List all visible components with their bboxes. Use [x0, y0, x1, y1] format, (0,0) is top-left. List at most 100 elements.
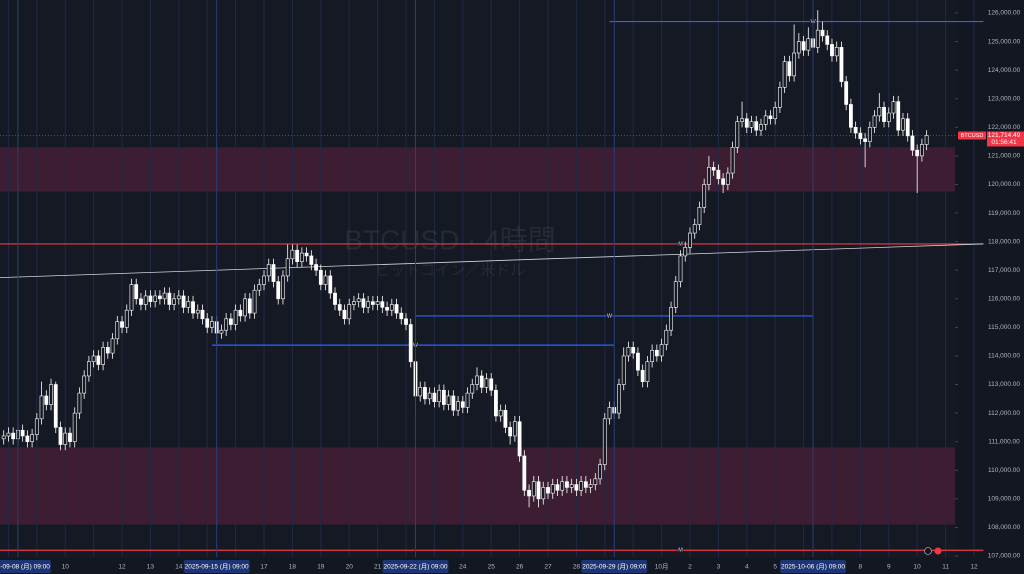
candle-body	[456, 401, 460, 411]
candle-body	[157, 295, 162, 300]
candle-body	[11, 432, 16, 440]
candle-body	[238, 309, 243, 317]
x-tick-label: 5	[773, 564, 777, 571]
candle-body	[408, 324, 413, 362]
x-tick-label: 4	[745, 564, 749, 571]
candle-body	[195, 309, 200, 314]
x-tick-label: 18	[289, 564, 297, 571]
candle-body	[290, 249, 295, 260]
candle-body	[68, 432, 72, 442]
candle-body	[460, 401, 465, 408]
candle-body	[44, 395, 49, 405]
candle-body	[593, 478, 598, 485]
candle-body	[172, 298, 176, 305]
y-tick-label: 107,000.00	[988, 553, 1021, 560]
candle-body	[53, 384, 58, 428]
candle-body	[924, 135, 929, 145]
candle-body	[243, 298, 247, 317]
candle-body	[877, 107, 882, 117]
candle-body	[86, 361, 91, 377]
candle-body	[617, 384, 621, 414]
candle-body	[806, 38, 811, 51]
candle-body	[650, 349, 655, 362]
candle-body	[30, 434, 34, 442]
x-tick-label: 27	[544, 564, 552, 571]
y-tick-label: 114,000.00	[988, 353, 1020, 360]
y-tick-label: 125,000.00	[988, 38, 1021, 45]
candle-body	[569, 484, 574, 488]
candle-body	[640, 369, 645, 382]
candle-body	[697, 207, 702, 225]
candle-body	[768, 115, 773, 120]
candle-body	[380, 301, 385, 308]
candle-body	[176, 295, 181, 300]
candle-body	[6, 432, 11, 437]
candle-body	[915, 149, 920, 157]
level-label: W	[607, 313, 613, 319]
candle-body	[574, 484, 579, 491]
candle-body	[844, 81, 849, 105]
candle-body	[546, 487, 550, 494]
candle-body	[839, 46, 844, 82]
y-tick-label: 117,000.00	[988, 267, 1020, 274]
time-label-box	[581, 560, 648, 573]
candle-body	[25, 435, 30, 442]
candle-body	[683, 247, 688, 257]
y-tick-label: 110,000.00	[988, 467, 1020, 474]
candle-body	[896, 101, 901, 131]
icon	[934, 547, 942, 555]
candle-body	[271, 264, 276, 282]
candle-body	[669, 307, 673, 331]
candle-body	[749, 121, 754, 128]
y-tick-label: 115,000.00	[988, 324, 1020, 331]
x-tick-label: 2025-09-08 (月) 09:00	[0, 563, 50, 571]
candle-body	[328, 275, 333, 294]
y-tick-label: 126,000.00	[988, 10, 1021, 17]
candle-body	[262, 275, 266, 285]
candle-body	[583, 481, 588, 488]
x-tick-label: 19	[317, 564, 325, 571]
candle-body	[276, 281, 281, 300]
candle-body	[266, 264, 271, 277]
candle-body	[550, 484, 555, 494]
candle-body	[361, 298, 366, 308]
candle-body	[77, 392, 82, 414]
candle-body	[437, 389, 442, 402]
x-tick-label: 10	[914, 564, 922, 571]
candle-body	[815, 29, 820, 48]
candle-body	[356, 298, 361, 302]
candle-body	[299, 252, 304, 262]
watermark: BTCUSD · 4時間	[344, 224, 556, 255]
x-tick-label: 2	[688, 564, 692, 571]
candle-body	[470, 384, 475, 394]
x-tick-label: 10月	[655, 563, 669, 571]
candle-body	[825, 35, 830, 45]
candle-body	[759, 124, 763, 131]
candle-body	[820, 29, 825, 37]
candle-body	[72, 412, 77, 442]
candle-body	[82, 375, 87, 394]
x-tick-label: 13	[147, 564, 155, 571]
candle-body	[342, 309, 347, 320]
candle-body	[143, 295, 148, 305]
candle-body	[58, 427, 63, 445]
candle-body	[754, 121, 759, 131]
candle-body	[423, 387, 427, 400]
candle-body	[375, 301, 380, 305]
candle-body	[399, 312, 404, 320]
candle-body	[901, 118, 905, 131]
candle-body	[210, 321, 214, 328]
candle-body	[451, 395, 456, 411]
candle-body	[191, 301, 195, 314]
x-tick-label: 2025-09-15 (月) 09:00	[185, 563, 249, 571]
candles	[1, 10, 929, 508]
candle-body	[621, 355, 626, 385]
candle-body	[796, 41, 801, 54]
icon	[924, 547, 932, 555]
x-tick-label: 2025-09-29 (月) 09:00	[582, 563, 646, 571]
candle-body	[139, 298, 143, 305]
candle-body	[711, 167, 716, 171]
candle-body	[489, 378, 494, 391]
candle-body	[565, 481, 569, 488]
